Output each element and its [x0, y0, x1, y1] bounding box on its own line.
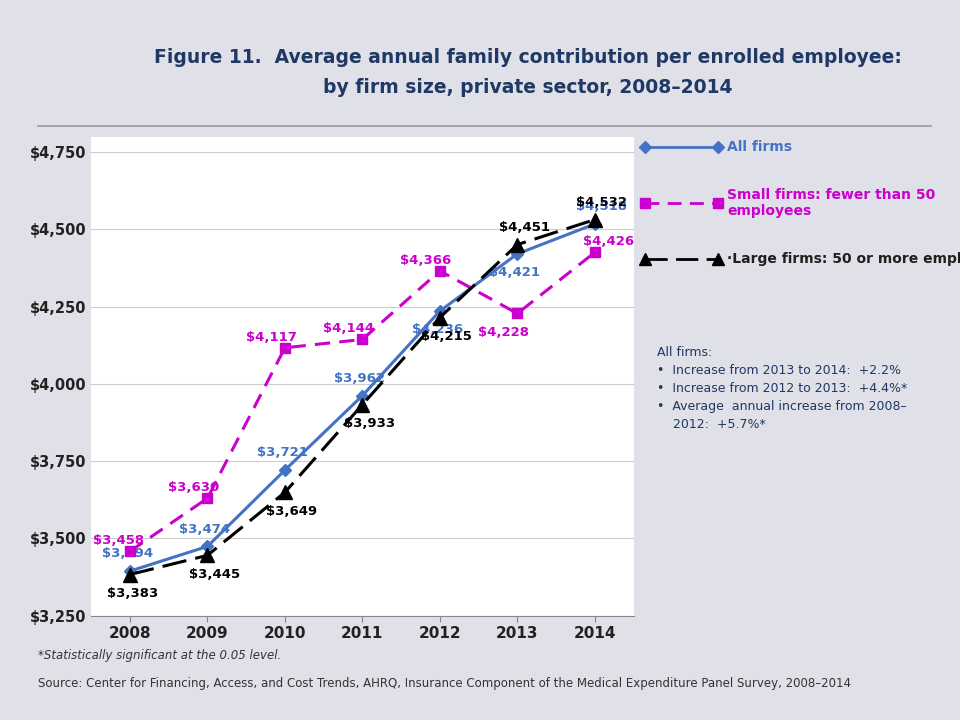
Text: by firm size, private sector, 2008–2014: by firm size, private sector, 2008–2014	[324, 78, 732, 97]
Small firms: fewer than 50 employees: (2.01e+03, 4.14e+03): fewer than 50 employees: (2.01e+03, 4.14…	[357, 335, 369, 343]
Text: Source: Center for Financing, Access, and Cost Trends, AHRQ, Insurance Component: Source: Center for Financing, Access, an…	[38, 677, 852, 690]
Line: ·Large firms: 50 or more employees: ·Large firms: 50 or more employees	[123, 212, 602, 582]
Small firms: fewer than 50 employees: (2.01e+03, 4.12e+03): fewer than 50 employees: (2.01e+03, 4.12…	[279, 343, 291, 352]
·Large firms: 50 or more employees: (2.01e+03, 3.93e+03): 50 or more employees: (2.01e+03, 3.93e+0…	[357, 400, 369, 409]
Text: $3,383: $3,383	[108, 587, 158, 600]
Text: $3,630: $3,630	[168, 481, 219, 494]
Small firms: fewer than 50 employees: (2.01e+03, 3.63e+03): fewer than 50 employees: (2.01e+03, 3.63…	[202, 494, 213, 503]
Small firms: fewer than 50 employees: (2.01e+03, 4.43e+03): fewer than 50 employees: (2.01e+03, 4.43…	[589, 248, 601, 256]
Text: $4,421: $4,421	[489, 266, 540, 279]
All firms	[357, 392, 369, 400]
Text: All firms:
•  Increase from 2013 to 2014:  +2.2%
•  Increase from 2012 to 2013: : All firms: • Increase from 2013 to 2014:…	[657, 346, 907, 431]
·Large firms: 50 or more employees: (2.01e+03, 4.53e+03): 50 or more employees: (2.01e+03, 4.53e+0…	[589, 215, 601, 224]
Text: Small firms: fewer than 50 employees: Small firms: fewer than 50 employees	[727, 188, 935, 218]
All firms	[202, 542, 213, 551]
Text: $4,144: $4,144	[323, 323, 374, 336]
Text: $3,933: $3,933	[344, 417, 395, 430]
Text: $3,394: $3,394	[102, 547, 153, 560]
Text: $3,458: $3,458	[93, 534, 144, 547]
Text: All firms: All firms	[727, 140, 792, 153]
Text: *Statistically significant at the 0.05 level.: *Statistically significant at the 0.05 l…	[38, 649, 281, 662]
Text: $4,518: $4,518	[576, 200, 627, 213]
Text: $3,962: $3,962	[334, 372, 385, 384]
Text: $4,366: $4,366	[400, 254, 451, 267]
·Large firms: 50 or more employees: (2.01e+03, 4.22e+03): 50 or more employees: (2.01e+03, 4.22e+0…	[434, 313, 445, 322]
·Large firms: 50 or more employees: (2.01e+03, 4.45e+03): 50 or more employees: (2.01e+03, 4.45e+0…	[512, 240, 523, 249]
Text: $4,532: $4,532	[576, 196, 627, 209]
Text: Figure 11.  Average annual family contribution per enrolled employee:: Figure 11. Average annual family contrib…	[154, 48, 902, 67]
Text: $4,215: $4,215	[421, 330, 472, 343]
Text: $4,451: $4,451	[499, 221, 550, 234]
Text: $3,721: $3,721	[256, 446, 307, 459]
Text: $4,228: $4,228	[478, 325, 529, 338]
Small firms: fewer than 50 employees: (2.01e+03, 4.23e+03): fewer than 50 employees: (2.01e+03, 4.23…	[512, 309, 523, 318]
Line: Small firms: fewer than 50 employees: Small firms: fewer than 50 employees	[125, 248, 600, 557]
Text: $3,649: $3,649	[266, 505, 318, 518]
Text: ·Large firms: 50 or more employees: ·Large firms: 50 or more employees	[727, 253, 960, 266]
All firms	[434, 307, 445, 315]
Small firms: fewer than 50 employees: (2.01e+03, 3.46e+03): fewer than 50 employees: (2.01e+03, 3.46…	[124, 547, 135, 556]
All firms	[512, 250, 523, 258]
·Large firms: 50 or more employees: (2.01e+03, 3.38e+03): 50 or more employees: (2.01e+03, 3.38e+0…	[124, 570, 135, 579]
·Large firms: 50 or more employees: (2.01e+03, 3.65e+03): 50 or more employees: (2.01e+03, 3.65e+0…	[279, 488, 291, 497]
Text: $4,236: $4,236	[412, 323, 463, 336]
Text: $3,474: $3,474	[180, 523, 230, 536]
All firms	[589, 220, 601, 228]
·Large firms: 50 or more employees: (2.01e+03, 3.44e+03): 50 or more employees: (2.01e+03, 3.44e+0…	[202, 551, 213, 559]
Text: $4,117: $4,117	[246, 330, 297, 344]
All firms	[279, 466, 291, 474]
Text: $4,426: $4,426	[583, 235, 635, 248]
Text: $3,445: $3,445	[189, 567, 240, 580]
All firms	[124, 567, 135, 575]
Small firms: fewer than 50 employees: (2.01e+03, 4.37e+03): fewer than 50 employees: (2.01e+03, 4.37…	[434, 266, 445, 275]
Line: All firms: All firms	[126, 220, 599, 575]
